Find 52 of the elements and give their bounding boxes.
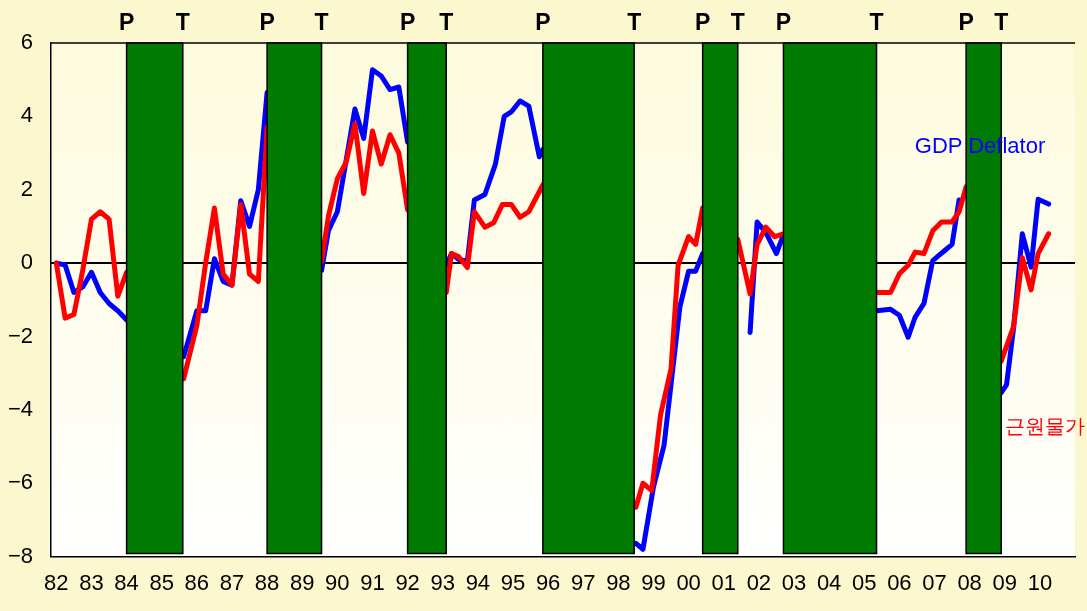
- annotation: T: [314, 8, 329, 35]
- x-tick-label: 00: [676, 569, 701, 595]
- y-tick-label: 4: [20, 102, 34, 128]
- x-tick-label: 93: [430, 569, 455, 595]
- x-tick-label: 88: [254, 569, 280, 595]
- x-tick-label: 84: [114, 569, 139, 595]
- x-tick-label: 05: [852, 569, 877, 595]
- x-tick-label: 07: [922, 569, 947, 595]
- x-tick-label: 82: [44, 569, 69, 595]
- x-tick-label: 09: [992, 569, 1017, 595]
- x-tick-label: 02: [746, 569, 772, 595]
- x-tick-label: 89: [289, 569, 315, 595]
- x-tick-label: 91: [360, 569, 385, 595]
- annotation: P: [694, 8, 711, 35]
- y-tick-label: −4: [7, 395, 34, 421]
- y-tick-label: 0: [20, 249, 34, 275]
- annotation: P: [535, 8, 551, 35]
- annotation: T: [439, 8, 454, 35]
- x-tick-label: 10: [1027, 569, 1053, 595]
- annotation: T: [175, 8, 190, 35]
- y-tick-label: −6: [7, 469, 34, 495]
- x-tick-label: 06: [887, 569, 912, 595]
- y-tick-label: −8: [7, 542, 34, 568]
- annotation: T: [627, 8, 642, 35]
- annotation: T: [869, 8, 884, 35]
- y-tick-label: 2: [20, 175, 34, 201]
- x-tick-label: 01: [711, 569, 736, 595]
- text: 근원물가: [1005, 414, 1085, 437]
- y-tick-label: −2: [7, 322, 34, 348]
- x-tick-label: 92: [395, 569, 420, 595]
- x-tick-label: 95: [500, 569, 526, 595]
- x-tick-label: 94: [465, 569, 491, 595]
- x-tick-label: 08: [957, 569, 982, 595]
- x-tick-label: 03: [781, 569, 807, 595]
- x-tick-label: 83: [79, 569, 104, 595]
- x-tick-label: 87: [219, 569, 245, 595]
- x-tick-label: 98: [606, 569, 631, 595]
- annotation: P: [118, 8, 135, 35]
- x-tick-label: 97: [571, 569, 596, 595]
- annotation: T: [730, 8, 745, 35]
- x-tick-label: 04: [816, 569, 842, 595]
- annotation: P: [259, 8, 275, 35]
- x-tick-label: 90: [325, 569, 350, 595]
- x-tick-label: 85: [149, 569, 174, 595]
- annotation: P: [399, 8, 416, 35]
- y-tick-label: 6: [20, 29, 34, 55]
- x-tick-label: 99: [641, 569, 666, 595]
- x-tick-label: 86: [184, 569, 210, 595]
- x-tick-label: 96: [535, 569, 561, 595]
- annotation: P: [775, 8, 792, 35]
- annotation: T: [994, 8, 1009, 35]
- annotation: P: [958, 8, 974, 35]
